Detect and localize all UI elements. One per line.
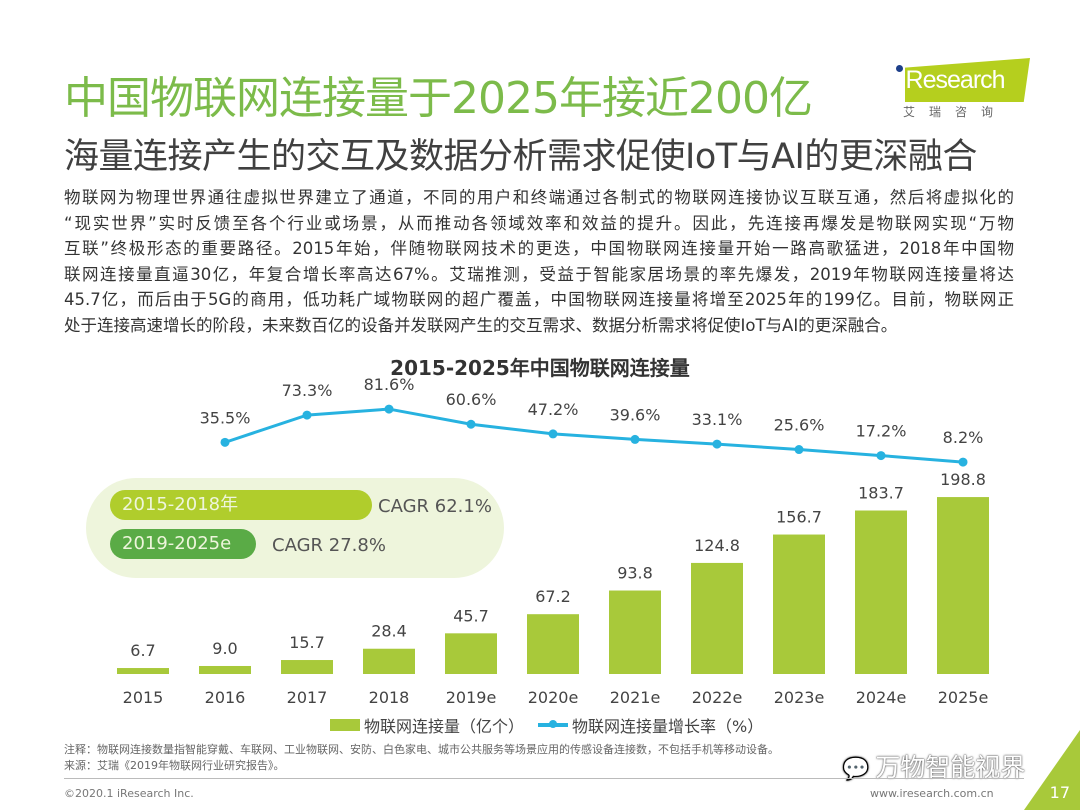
- page-number: 17: [1049, 783, 1070, 802]
- line-label: 47.2%: [528, 400, 579, 419]
- x-tick-label: 2019e: [446, 688, 497, 707]
- legend-line-label: 物联网连接量增长率（%）: [572, 717, 764, 736]
- line-label: 81.6%: [364, 375, 415, 394]
- x-tick-label: 2021e: [610, 688, 661, 707]
- footnotes: 注释：物联网连接数量指智能穿戴、车联网、工业物联网、安防、白色家电、城市公共服务…: [64, 742, 779, 774]
- bar: [937, 497, 989, 674]
- line-label: 35.5%: [200, 408, 251, 427]
- bar-label: 9.0: [212, 639, 237, 658]
- bar: [363, 648, 415, 674]
- bar-label: 6.7: [130, 641, 155, 660]
- line-point: [876, 451, 886, 461]
- bar: [527, 614, 579, 674]
- bar-label: 156.7: [776, 508, 822, 527]
- line-point: [958, 457, 968, 467]
- logo-text: iResearch: [901, 66, 1006, 94]
- cagr-value-2: CAGR 27.8%: [272, 535, 386, 556]
- combo-chart: 6.7 2015 9.0 2016 15.7 2017 28.4 2018 45.7 2019e 6…: [117, 375, 989, 707]
- bar-label: 28.4: [371, 622, 407, 641]
- bar-label: 93.8: [617, 564, 653, 583]
- line-label: 8.2%: [943, 428, 984, 447]
- body-paragraph: 物联网为物理世界通往虚拟世界建立了通道，不同的用户和终端通过各制式的物联网连接协…: [64, 185, 1014, 339]
- legend-bar-swatch: [330, 719, 360, 731]
- source-text: 来源：艾瑞《2019年物联网行业研究报告》。: [64, 759, 285, 772]
- footer-divider: [64, 778, 1024, 779]
- chart-title: 2015-2025年中国物联网连接量: [390, 356, 690, 380]
- line-label: 39.6%: [610, 405, 661, 424]
- line-label: 60.6%: [446, 390, 497, 409]
- wechat-icon: 💬: [842, 757, 870, 782]
- bar: [117, 668, 169, 674]
- chart-legend: 物联网连接量（亿个） 物联网连接量增长率（%）: [330, 713, 763, 737]
- bar-label: 15.7: [289, 633, 325, 652]
- website[interactable]: www.iresearch.com.cn: [870, 787, 994, 800]
- paragraph-line: 联网连接量直逼30亿，年复合增长率高达67%。艾瑞推测，受益于智能家居场景的率先…: [64, 264, 1014, 284]
- x-tick-label: 2024e: [856, 688, 907, 707]
- x-tick-label: 2016: [205, 688, 246, 707]
- watermark-text: 万物智能视界: [875, 753, 1026, 782]
- watermark: 💬 万物智能视界: [842, 748, 1025, 784]
- line-point: [794, 445, 804, 455]
- bar: [773, 534, 825, 674]
- iresearch-logo: iResearch 艾瑞咨询: [893, 58, 1033, 120]
- x-tick-label: 2020e: [528, 688, 579, 707]
- x-tick-label: 2017: [287, 688, 328, 707]
- page-subtitle: 海量连接产生的交互及数据分析需求促使IoT与AI的更深融合: [64, 137, 977, 177]
- paragraph-line: 处于连接高速增长的阶段，未来数百亿的设备并发联网产生的交互需求、数据分析需求将促…: [64, 315, 898, 335]
- paragraph-line: 物联网为物理世界通往虚拟世界建立了通道，不同的用户和终端通过各制式的物联网连接协…: [64, 188, 1014, 207]
- bar: [855, 510, 907, 674]
- copyright: ©2020.1 iResearch Inc.: [64, 787, 194, 800]
- line-point: [548, 429, 558, 439]
- line-point: [220, 437, 230, 447]
- bar-label: 124.8: [694, 536, 740, 555]
- paragraph-line: “现实世界”实时反馈至各个行业或场景，从而推动各领域效率和效益的提升。因此，先连…: [64, 213, 1014, 233]
- legend-line-swatch: [538, 720, 569, 728]
- line-label: 17.2%: [856, 422, 907, 441]
- cagr-period-1: 2015-2018年: [110, 490, 372, 520]
- x-tick-label: 2018: [369, 688, 410, 707]
- line-label: 33.1%: [692, 410, 743, 429]
- bar: [445, 633, 497, 674]
- line-point: [712, 439, 722, 449]
- bar: [199, 665, 251, 674]
- bar-label: 67.2: [535, 587, 571, 606]
- growth-line: [224, 407, 964, 464]
- line-point: [466, 419, 476, 429]
- bar: [609, 590, 661, 674]
- line-point: [384, 404, 394, 414]
- cagr-period-2: 2019-2025e: [110, 529, 256, 559]
- note-text: 注释：物联网连接数量指智能穿戴、车联网、工业物联网、安防、白色家电、城市公共服务…: [64, 743, 779, 756]
- line-label: 25.6%: [774, 416, 825, 435]
- paragraph-line: 互联”终极形态的重要路径。2015年始，伴随物联网技术的更迭，中国物联网连接量开…: [64, 239, 1014, 259]
- bar-label: 183.7: [858, 484, 904, 503]
- line-point: [630, 434, 640, 444]
- cagr-value-1: CAGR 62.1%: [378, 496, 492, 517]
- x-tick-label: 2022e: [692, 688, 743, 707]
- page-title: 中国物联网连接量于2025年接近200亿: [64, 73, 813, 124]
- bar: [691, 562, 743, 674]
- bar: [281, 660, 333, 674]
- line-point: [302, 410, 312, 420]
- legend-bar-label: 物联网连接量（亿个）: [364, 717, 525, 736]
- line-label: 73.3%: [282, 381, 333, 400]
- bar-label: 45.7: [453, 606, 489, 625]
- bar-label: 198.8: [940, 470, 986, 489]
- paragraph-line: 45.7亿，而后由于5G的商用，低功耗广域物联网的超广覆盖，中国物联网连接量将增…: [64, 290, 1014, 310]
- x-tick-label: 2023e: [774, 688, 825, 707]
- logo-cn: 艾瑞咨询: [903, 105, 1008, 119]
- x-tick-label: 2025e: [938, 688, 989, 707]
- x-tick-label: 2015: [123, 688, 164, 707]
